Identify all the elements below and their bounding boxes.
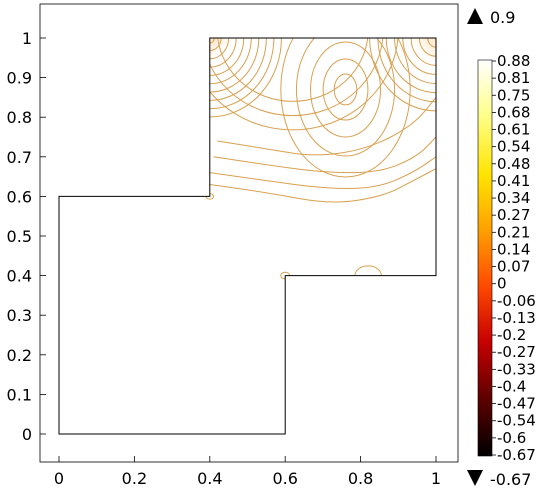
colorbar-tick-label: 0.41 xyxy=(497,172,530,190)
y-tick-label: 0.9 xyxy=(7,69,32,88)
colorbar-tick-label: 0.27 xyxy=(497,206,530,224)
colorbar-tick-label: -0.2 xyxy=(497,326,526,344)
colorbar-tick-label: 0.14 xyxy=(497,240,530,258)
max-label: 0.9 xyxy=(490,8,515,27)
colorbar xyxy=(477,59,493,457)
y-tick-label: 0 xyxy=(22,425,32,444)
colorbar-tick-label: -0.4 xyxy=(497,377,526,395)
colorbar-tick-label: -0.06 xyxy=(497,292,536,310)
contour-line xyxy=(322,58,369,121)
colorbar-tick-label: 0.88 xyxy=(497,52,530,70)
colorbar-tick-label: 0.21 xyxy=(497,223,530,241)
x-tick-label: 0.6 xyxy=(272,469,297,488)
colorbar-tick-label: 0 xyxy=(497,275,507,293)
colorbar-tick-label: 0.34 xyxy=(497,189,530,207)
contour-line xyxy=(216,38,369,102)
contour-line xyxy=(186,38,399,131)
y-axis: 0 0.1 0.2 0.3 0.4 0.5 0.6 0.7 0.8 0.9 1 xyxy=(7,29,46,444)
colorbar-tick-label: -0.27 xyxy=(497,343,536,361)
colorbar-ticks: 0.880.810.750.680.610.540.480.410.340.27… xyxy=(492,52,536,464)
x-tick-label: 0.2 xyxy=(122,469,147,488)
contour-line xyxy=(209,168,436,203)
colorbar-tick-label: -0.13 xyxy=(497,309,536,327)
y-tick-label: 1 xyxy=(22,29,32,48)
y-tick-label: 0.6 xyxy=(7,187,32,206)
colorbar-tick-label: 0.68 xyxy=(497,103,530,121)
contour-line xyxy=(280,38,411,178)
y-tick-label: 0.1 xyxy=(7,385,32,404)
contour-line xyxy=(209,156,436,189)
colorbar-tick-label: 0.54 xyxy=(497,138,530,156)
contour-line xyxy=(310,41,382,138)
y-tick-label: 0.2 xyxy=(7,346,32,365)
colorbar-tick-label: -0.67 xyxy=(497,446,536,464)
colorbar-tick-label: -0.33 xyxy=(497,360,536,378)
colorbar-tick-label: 0.61 xyxy=(497,121,530,139)
y-tick-label: 0.8 xyxy=(7,108,32,127)
x-tick-label: 0.4 xyxy=(197,469,222,488)
contour-line xyxy=(213,136,436,174)
colorbar-tick-label: 0.07 xyxy=(497,258,530,276)
colorbar-tick-label: 0.81 xyxy=(497,69,530,87)
contour-line xyxy=(295,38,396,157)
y-tick-label: 0.5 xyxy=(7,227,32,246)
colorbar-tick-label: 0.75 xyxy=(497,86,530,104)
min-triangle-icon xyxy=(467,470,483,486)
contour-line xyxy=(201,38,384,117)
y-tick-label: 0.3 xyxy=(7,306,32,325)
max-triangle-icon xyxy=(467,8,483,24)
domain-outline xyxy=(58,37,437,435)
min-label: -0.67 xyxy=(490,470,531,489)
colorbar-tick-label: -0.54 xyxy=(497,412,536,430)
x-tick-label: 0.8 xyxy=(348,469,373,488)
x-tick-label: 1 xyxy=(431,469,441,488)
y-tick-label: 0.7 xyxy=(7,148,32,167)
colorbar-tick-label: 0.48 xyxy=(497,155,530,173)
x-axis: 0 0.2 0.4 0.6 0.8 1 xyxy=(54,456,441,488)
y-tick-label: 0.4 xyxy=(7,267,32,286)
x-tick-label: 0 xyxy=(54,469,64,488)
plot-frame xyxy=(39,3,459,463)
colorbar-tick-label: -0.6 xyxy=(497,429,526,447)
colorbar-tick-label: -0.47 xyxy=(497,395,536,413)
contour-line xyxy=(217,97,436,156)
